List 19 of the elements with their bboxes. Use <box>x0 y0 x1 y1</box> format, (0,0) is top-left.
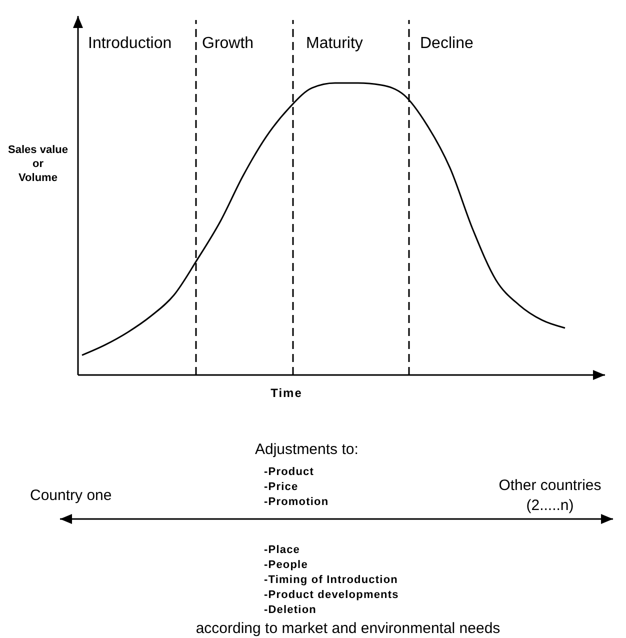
text: -Promotion <box>264 496 329 508</box>
x-axis-title: Time <box>270 386 302 400</box>
text: -Deletion <box>264 604 316 616</box>
text: Decline <box>420 35 474 52</box>
text: -Price <box>264 481 298 493</box>
text: Adjustments to: <box>255 441 358 458</box>
text: -Product <box>264 466 314 478</box>
text: Other countries <box>498 477 602 494</box>
y-axis-title: Sales value or Volume <box>8 144 68 184</box>
text: according to market and environmental needs <box>196 620 500 637</box>
text: Growth <box>202 35 254 52</box>
text: -Product developments <box>264 589 399 601</box>
text: -Timing of Introduction <box>264 574 398 586</box>
text: Introduction <box>88 35 172 52</box>
text: -People <box>264 559 308 571</box>
text: -Place <box>264 544 300 556</box>
text: (2.....n) <box>526 497 574 514</box>
text: Country one <box>30 487 112 504</box>
text: Maturity <box>306 35 363 52</box>
